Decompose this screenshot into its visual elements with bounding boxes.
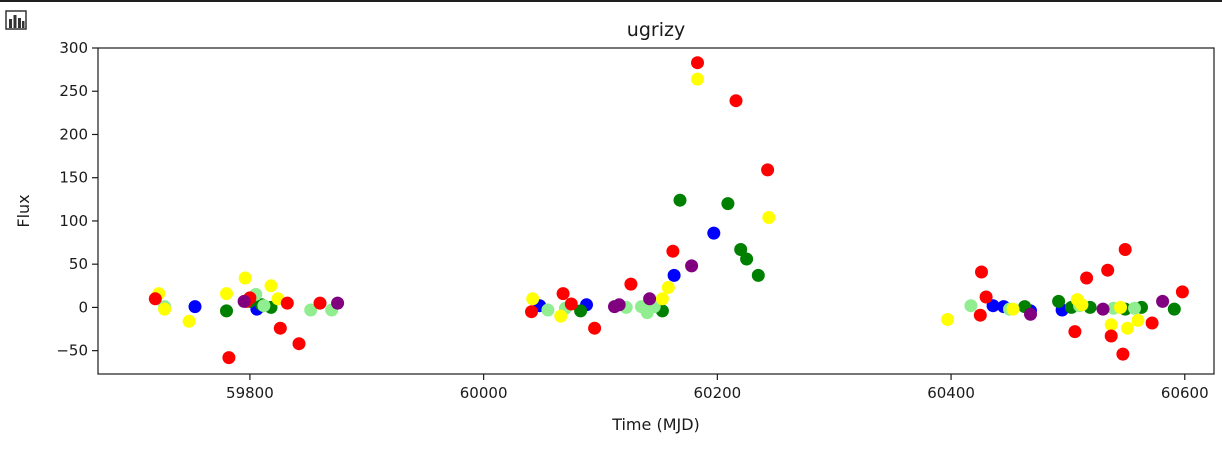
- data-point: [612, 298, 626, 312]
- data-point: [979, 290, 993, 304]
- data-point: [1121, 321, 1134, 335]
- points-layer: [148, 56, 1189, 365]
- data-point: [182, 314, 196, 328]
- data-point: [280, 296, 294, 310]
- bar-chart-icon[interactable]: [5, 10, 27, 30]
- data-point: [655, 292, 669, 306]
- data-point: [273, 321, 287, 335]
- data-point: [1101, 263, 1115, 277]
- data-point: [1167, 302, 1181, 316]
- data-point: [1104, 318, 1118, 332]
- x-tick-label: 59800: [226, 384, 274, 402]
- data-point: [1118, 243, 1132, 256]
- data-point: [1104, 329, 1118, 343]
- y-tick-label: −50: [56, 342, 88, 360]
- data-point: [237, 294, 251, 308]
- data-point: [554, 309, 568, 323]
- data-point: [941, 313, 955, 326]
- data-point: [685, 259, 699, 273]
- data-point: [1114, 300, 1127, 314]
- data-point: [740, 252, 754, 266]
- data-point: [564, 297, 578, 311]
- data-point: [973, 308, 987, 322]
- data-point: [222, 351, 236, 365]
- data-point: [762, 211, 776, 224]
- y-tick-label: 250: [59, 82, 88, 100]
- data-point: [264, 279, 278, 293]
- data-point: [1075, 298, 1089, 312]
- data-point: [331, 296, 345, 310]
- top-border: [0, 0, 1222, 2]
- data-point: [986, 299, 1000, 313]
- data-point: [1080, 271, 1094, 285]
- data-point: [574, 304, 588, 318]
- x-axis-label: Time (MJD): [611, 415, 700, 434]
- y-tick-label: 150: [59, 169, 88, 187]
- data-point: [292, 337, 306, 351]
- x-tick-label: 60400: [927, 384, 975, 402]
- data-point: [1156, 294, 1170, 308]
- y-tick-label: 300: [59, 39, 88, 57]
- data-point: [238, 271, 252, 285]
- data-point: [707, 226, 721, 240]
- data-point: [220, 304, 233, 318]
- data-point: [643, 292, 657, 306]
- y-tick-label: 50: [69, 255, 88, 273]
- data-point: [729, 94, 743, 108]
- data-point: [975, 265, 988, 279]
- data-point: [313, 296, 327, 310]
- data-point: [691, 72, 704, 86]
- chart-title: ugrizy: [627, 19, 685, 41]
- data-point: [1145, 316, 1159, 330]
- data-point: [1096, 302, 1110, 316]
- data-point: [1068, 325, 1082, 339]
- data-point: [751, 268, 765, 282]
- plot-frame: [97, 47, 1215, 375]
- data-point: [661, 281, 675, 294]
- data-point: [588, 321, 602, 335]
- data-point: [1052, 294, 1066, 308]
- y-tick-label: 0: [78, 298, 88, 316]
- data-point: [526, 292, 540, 306]
- data-point: [624, 277, 638, 291]
- y-tick-label: 100: [59, 212, 88, 230]
- data-point: [1024, 307, 1037, 321]
- data-point: [666, 244, 680, 258]
- data-point: [1116, 347, 1130, 361]
- data-point: [148, 292, 162, 306]
- x-axis: 59800 60000 60200 60400 60600: [226, 374, 1209, 402]
- data-point: [761, 163, 775, 177]
- data-point: [188, 300, 202, 314]
- y-axis: −50 0 50 100 150 200 250 300: [56, 39, 98, 360]
- data-point: [220, 287, 233, 301]
- x-tick-label: 60000: [460, 384, 508, 402]
- data-point: [721, 197, 735, 211]
- data-point: [1131, 313, 1145, 327]
- data-point: [304, 303, 318, 317]
- data-point: [1128, 301, 1141, 315]
- x-tick-label: 60600: [1161, 384, 1209, 402]
- data-point: [525, 305, 538, 319]
- y-axis-label: Flux: [14, 194, 33, 227]
- data-point: [556, 287, 570, 301]
- data-point: [964, 299, 978, 313]
- data-point: [734, 243, 748, 256]
- data-point: [691, 56, 704, 70]
- data-point: [541, 303, 555, 317]
- data-point: [257, 299, 271, 313]
- data-point: [1006, 302, 1020, 316]
- data-point: [158, 302, 172, 316]
- y-tick-label: 200: [59, 125, 88, 143]
- data-point: [673, 193, 687, 207]
- data-point: [1175, 285, 1189, 299]
- x-tick-label: 60200: [693, 384, 741, 402]
- data-point: [667, 268, 681, 282]
